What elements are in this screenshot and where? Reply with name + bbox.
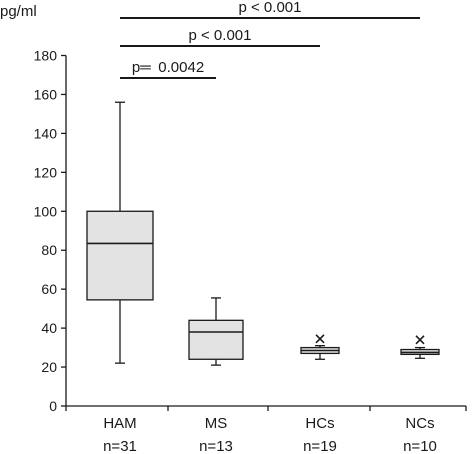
- y-tick-label: 180: [34, 48, 58, 64]
- box-ham: [86, 101, 154, 364]
- y-tick-label: 160: [34, 86, 58, 102]
- box-iqr: [188, 319, 244, 360]
- p-value-label: p < 0.001: [189, 27, 252, 44]
- significance-brackets: p═ 0.0042 p < 0.001 p < 0.001: [120, 0, 420, 79]
- y-tick-label: 140: [34, 125, 58, 141]
- axes: 0 20 40 60 80 100 120 140 160 180: [34, 48, 467, 414]
- box-ncs: [400, 335, 440, 359]
- outlier-marker: [415, 335, 425, 345]
- outlier-stroke: [315, 334, 325, 344]
- y-tick-label: 100: [34, 203, 58, 219]
- y-tick-label: 80: [41, 242, 57, 258]
- n-label: n=19: [303, 438, 337, 454]
- outlier-stroke: [415, 335, 425, 345]
- box-ms: [188, 297, 244, 366]
- n-label: n=13: [199, 438, 233, 454]
- outlier-marker: [315, 334, 325, 344]
- y-tick-label: 20: [41, 359, 57, 375]
- y-tick-label: 120: [34, 164, 58, 180]
- category-label: NCs: [405, 415, 434, 432]
- category-label: HAM: [103, 415, 136, 432]
- y-tick-label: 60: [41, 281, 57, 297]
- category-labels: HAM n=31 MS n=13 HCs n=19 NCs n=10: [103, 415, 437, 454]
- n-label: n=31: [103, 438, 137, 454]
- y-tick-label: 0: [49, 398, 57, 414]
- y-tick-label: 40: [41, 320, 57, 336]
- category-label: HCs: [305, 415, 334, 432]
- p-value-label: p < 0.001: [239, 0, 302, 16]
- n-label: n=10: [403, 438, 437, 454]
- boxes: [86, 101, 440, 366]
- category-label: MS: [205, 415, 228, 432]
- box-hcs: [300, 334, 340, 360]
- box-iqr: [86, 210, 154, 301]
- y-axis-unit-label: pg/ml: [0, 3, 37, 20]
- p-value-label: p═ 0.0042: [132, 59, 204, 76]
